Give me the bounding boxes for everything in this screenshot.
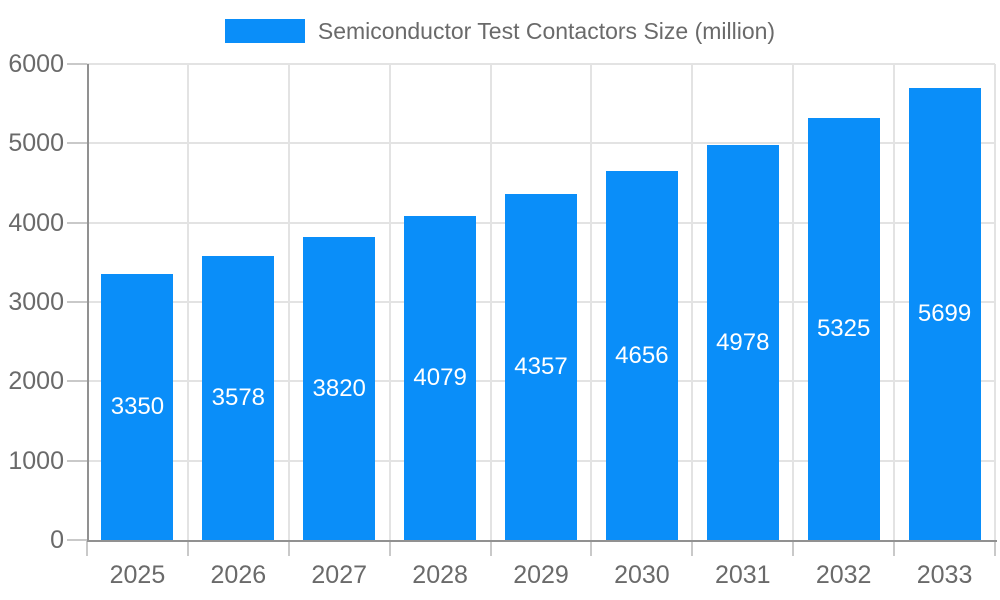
y-axis-tick-label: 5000 [8,129,64,158]
x-axis-tick-label: 2030 [614,561,670,589]
gridline-vertical [287,64,290,540]
x-axis-tick-label: 2026 [210,561,267,589]
gridline-vertical [792,64,795,540]
x-axis-tick [287,540,290,556]
y-axis-line [87,64,89,542]
bar-value-label: 5325 [816,315,871,342]
bar-value-label: 3820 [312,374,366,402]
bar-value-label: 4079 [413,364,467,391]
y-axis-tick-label: 3000 [8,288,64,316]
x-axis-tick [590,540,593,556]
x-axis-tick-label: 2027 [311,561,368,589]
y-axis-tick-label: 2000 [8,367,64,396]
x-axis-tick-label: 2025 [109,561,166,589]
bar[interactable]: 4656 [605,171,678,540]
gridline-vertical [388,64,391,540]
x-axis-tick [388,540,391,556]
x-axis-tick-label: 2032 [815,561,872,589]
gridline-vertical [590,64,593,540]
x-axis-tick [489,540,492,556]
gridline-vertical [893,64,896,540]
gridline-horizontal [87,142,995,145]
x-axis-line [87,540,997,542]
x-axis-tick-label: 2031 [714,561,771,589]
legend-swatch [224,19,305,43]
y-axis-tick [67,63,87,65]
x-axis-tick [691,540,694,556]
bar[interactable]: 4978 [706,145,779,540]
y-axis-tick [67,459,87,462]
y-axis-tick-label: 4000 [8,208,64,237]
bar[interactable]: 3820 [303,237,376,540]
legend-label: Semiconductor Test Contactors Size (mill… [317,18,776,44]
bar-value-label: 5699 [917,300,972,327]
bar[interactable]: 3578 [202,256,275,540]
x-axis-tick-label: 2029 [513,561,569,589]
y-axis-tick [67,142,87,145]
x-axis-tick [792,540,795,556]
y-axis-tick [67,380,87,383]
bar[interactable]: 3350 [101,274,174,540]
x-axis-tick [994,540,996,556]
bar-value-label: 4656 [615,341,669,369]
chart-legend[interactable]: Semiconductor Test Contactors Size (mill… [0,16,1000,46]
bar-value-label: 4978 [716,328,770,356]
bar[interactable]: 4079 [404,216,477,540]
y-axis-tick-label: 6000 [8,50,64,78]
gridline-vertical [691,64,694,540]
bar-value-label: 3350 [110,393,165,420]
bar-value-label: 4357 [514,353,568,380]
plot-area: 3350 3578 3820 4079 4357 4656 4978 5325 5699 [87,63,996,540]
gridline-vertical [489,64,492,540]
bar[interactable]: 5325 [807,118,880,540]
y-axis-tick [67,539,87,541]
bar[interactable]: 4357 [505,194,577,540]
gridline-vertical [186,64,189,540]
x-axis-tick [893,540,896,556]
x-axis-tick-label: 2028 [412,561,468,589]
bar-value-label: 3578 [211,384,266,411]
bar[interactable]: 5699 [908,88,981,540]
gridline-vertical [994,64,996,540]
x-axis-tick [186,540,189,556]
y-axis-tick-label: 1000 [8,446,64,475]
gridline-horizontal [87,63,995,65]
y-axis-tick [67,301,87,303]
y-axis-tick [67,221,87,224]
x-axis-tick [86,540,88,556]
x-axis-tick-label: 2033 [916,561,973,589]
y-axis-tick-label: 0 [50,526,64,554]
